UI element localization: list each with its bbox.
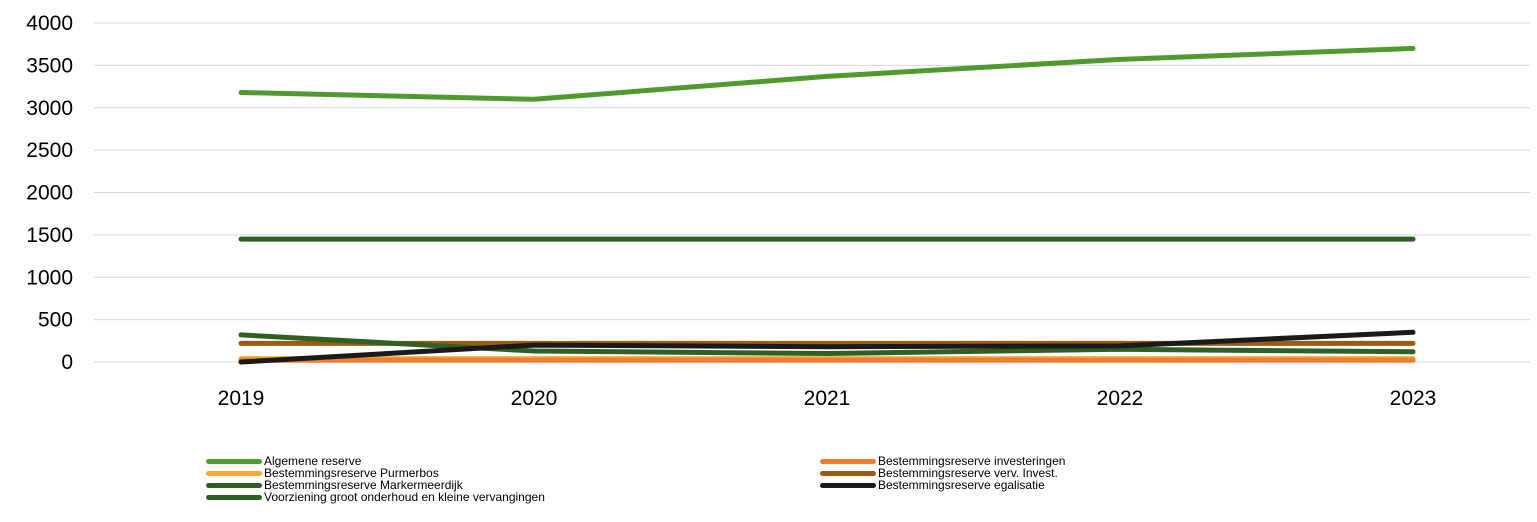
legend: Algemene reserve Bestemmingsreserve inves… <box>0 452 1537 522</box>
legend-item: Bestemmingsreserve verv. Invest. <box>820 466 1058 480</box>
x-tick-label: 2020 <box>511 387 558 410</box>
y-tick-label: 4000 <box>26 12 73 35</box>
legend-item: Bestemmingsreserve investeringen <box>820 454 1065 468</box>
series-lines <box>238 45 1416 365</box>
legend-item: Bestemmingsreserve Purmerbos <box>206 466 439 480</box>
y-tick-label: 2500 <box>26 139 73 162</box>
y-tick-label: 500 <box>38 309 73 332</box>
legend-item: Bestemmingsreserve egalisatie <box>820 478 1045 492</box>
legend-swatch <box>206 494 262 500</box>
legend-swatch <box>820 482 876 488</box>
series-line-0 <box>238 45 1416 102</box>
series-line-4 <box>238 332 1416 356</box>
legend-swatch <box>206 470 262 476</box>
x-tick-label: 2019 <box>218 387 265 410</box>
legend-label: Bestemmingsreserve Markermeerdijk <box>264 478 463 492</box>
legend-swatch <box>820 470 876 476</box>
x-tick-label: 2022 <box>1097 387 1144 410</box>
y-tick-label: 3500 <box>26 54 73 77</box>
legend-label: Bestemmingsreserve egalisatie <box>878 478 1045 492</box>
legend-swatch <box>206 482 262 488</box>
y-tick-label: 2000 <box>26 182 73 205</box>
legend-item: Voorziening groot onderhoud en kleine ve… <box>206 490 545 504</box>
legend-item: Bestemmingsreserve Markermeerdijk <box>206 478 463 492</box>
x-tick-label: 2021 <box>804 387 851 410</box>
legend-label: Bestemmingsreserve Purmerbos <box>264 466 439 480</box>
x-tick-label: 2023 <box>1390 387 1437 410</box>
legend-label: Bestemmingsreserve verv. Invest. <box>878 466 1058 480</box>
x-axis: 2019 2020 2021 2022 2023 <box>218 387 1437 410</box>
legend-swatch <box>820 458 876 464</box>
y-axis: 0 500 1000 1500 2000 2500 3000 3500 4000 <box>26 12 73 374</box>
line-chart: 0 500 1000 1500 2000 2500 3000 3500 4000 2019 202… <box>26 12 1530 410</box>
legend-label: Voorziening groot onderhoud en kleine ve… <box>264 490 545 504</box>
y-tick-label: 3000 <box>26 97 73 120</box>
y-tick-label: 1000 <box>26 266 73 289</box>
y-tick-label: 0 <box>61 351 73 374</box>
series-line-5 <box>238 329 1416 365</box>
legend-label: Bestemmingsreserve investeringen <box>878 454 1066 468</box>
legend-swatch <box>206 458 262 464</box>
legend-item: Algemene reserve <box>206 454 361 468</box>
y-tick-label: 1500 <box>26 224 73 247</box>
legend-label: Algemene reserve <box>264 454 362 468</box>
gridlines <box>94 22 1530 363</box>
